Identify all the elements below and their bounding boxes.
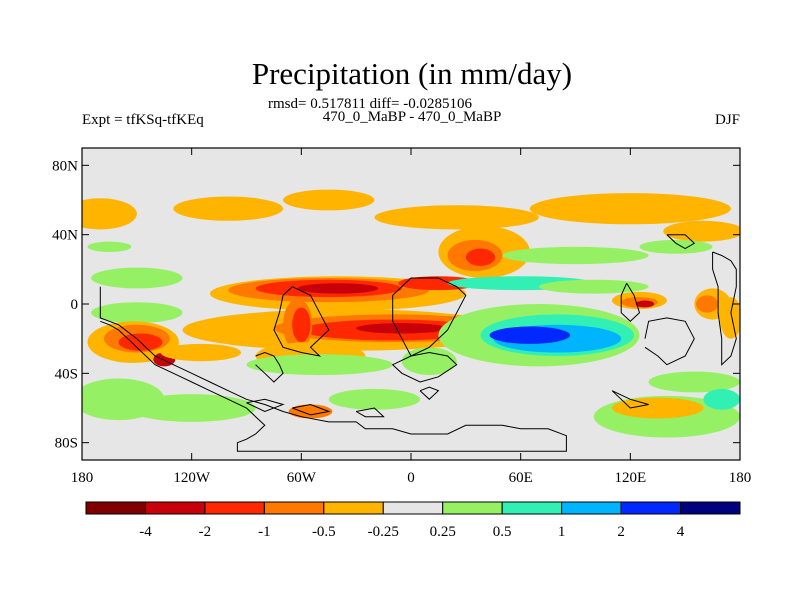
land-outline-1 (273, 286, 330, 357)
colorbar-label-6: 0.5 (493, 524, 512, 540)
precip-region-42 (719, 297, 740, 339)
precip-region-46 (127, 394, 256, 422)
x-tick-label-6: 180 (729, 470, 752, 486)
y-tick-label-4: 80S (55, 436, 78, 452)
land-outline-3 (392, 277, 467, 357)
precip-region-15 (297, 283, 379, 294)
colorbar-box-0 (85, 501, 146, 515)
x-tick-label-1: 120W (173, 470, 211, 486)
x-tick-label-0: 180 (71, 470, 94, 486)
colorbar-label-0: -4 (139, 524, 152, 540)
colorbar-box-6 (442, 501, 503, 515)
land-outline-7 (292, 403, 331, 416)
x-tick-label-4: 60E (509, 470, 533, 486)
precip-region-51 (288, 404, 333, 419)
precip-region-5 (663, 220, 740, 242)
experiment-label: Expt = tfKSq-tfKEq (82, 112, 204, 128)
y-tick-label-1: 40N (52, 228, 78, 244)
colorbar-box-3 (263, 501, 325, 515)
colorbar: -4 -2 -1 -0.5 -0.25 0.25 0.5 1 2 4 (85, 501, 741, 540)
precip-region-26 (292, 307, 311, 343)
x-axis: 180 120W 60W 0 60E 120E 180 (71, 148, 752, 486)
colorbar-label-2: -1 (258, 524, 271, 540)
colorbar-label-9: 4 (677, 524, 685, 540)
precip-region-39 (635, 300, 655, 308)
precip-region-4 (529, 193, 731, 225)
y-tick-label-3: 40S (55, 366, 78, 382)
land-outline-13 (611, 390, 649, 409)
colorbar-label-8: 2 (617, 524, 625, 540)
land-outline-9 (666, 234, 696, 250)
y-tick-label-0: 80N (52, 158, 78, 174)
land-outline-8 (355, 407, 385, 418)
land-outline-5 (419, 386, 440, 400)
plot-area (81, 147, 741, 461)
precip-region-18 (538, 279, 649, 294)
precip-region-10 (502, 246, 649, 265)
colorbar-label-4: -0.25 (368, 524, 399, 540)
precip-region-41 (696, 295, 719, 313)
land-outline-0 (99, 286, 567, 452)
run-label: 470_0_MaBP - 470_0_MaBP (323, 109, 502, 125)
land-outline-6 (246, 398, 285, 413)
colorbar-box-1 (144, 501, 206, 515)
precip-region-31 (160, 343, 242, 362)
land-outline-2 (255, 351, 284, 383)
y-tick-label-2: 0 (71, 297, 79, 313)
chart-subtitle: rmsd= 0.517811 diff= -0.0285106 (268, 96, 472, 112)
precip-region-9 (87, 241, 132, 252)
land-outline-4 (391, 351, 458, 383)
colorbar-box-2 (204, 501, 265, 515)
colorbar-box-5 (382, 501, 444, 515)
precip-region-20 (91, 302, 183, 324)
precip-region-8 (465, 248, 496, 266)
precip-region-19 (91, 267, 183, 289)
precip-region-47 (328, 388, 421, 410)
land-outline-10 (712, 251, 737, 366)
colorbar-box-4 (323, 501, 384, 515)
precip-region-3 (374, 205, 539, 230)
precip-region-50 (612, 397, 704, 419)
precip-region-52 (703, 388, 740, 410)
colorbar-label-1: -2 (199, 524, 212, 540)
colorbar-box-7 (501, 501, 563, 515)
precip-region-1 (173, 196, 284, 221)
chart-title: Precipitation (in mm/day) (252, 56, 572, 91)
x-tick-label-3: 0 (407, 470, 415, 486)
x-tick-label-2: 60W (287, 470, 317, 486)
precip-region-44 (401, 347, 457, 376)
x-tick-label-5: 120E (614, 470, 646, 486)
colorbar-label-3: -0.5 (312, 524, 336, 540)
precip-region-24 (356, 323, 448, 334)
precip-region-11 (639, 239, 713, 254)
precip-region-49 (648, 371, 740, 393)
land-outlines (99, 234, 737, 452)
precip-region-0 (82, 198, 137, 230)
land-outline-12 (644, 317, 695, 366)
precip-region-43 (246, 354, 393, 376)
colorbar-label-7: 1 (558, 524, 566, 540)
colorbar-box-10 (680, 501, 741, 515)
precip-region-36 (489, 326, 571, 344)
land-outline-11 (620, 282, 641, 322)
colorbar-box-9 (620, 501, 682, 515)
season-label: DJF (715, 112, 740, 128)
y-axis: 80N 40N 0 40S 80S (52, 158, 740, 452)
colorbar-label-5: 0.25 (430, 524, 456, 540)
colorbar-box-8 (561, 501, 622, 515)
precip-field (82, 189, 740, 438)
precip-region-2 (283, 189, 375, 211)
